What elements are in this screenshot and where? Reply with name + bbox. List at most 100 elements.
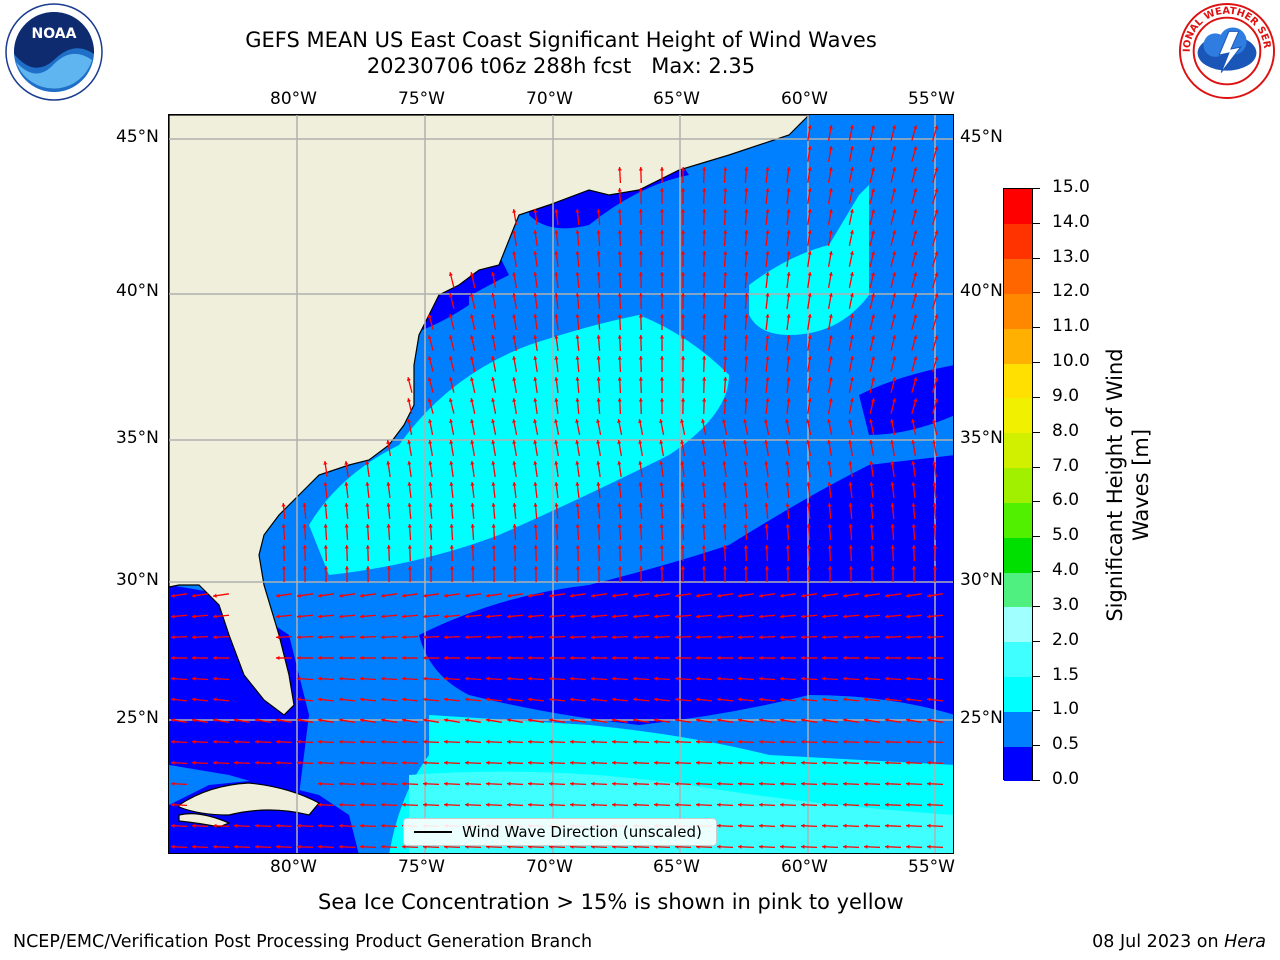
colorbar-tick-label: 0.5 <box>1052 734 1080 755</box>
wave-direction-arrowhead <box>738 823 742 828</box>
wave-direction-arrowhead <box>339 593 343 598</box>
wave-direction-arrowhead <box>843 844 847 849</box>
wave-direction-arrowhead <box>722 545 727 549</box>
wave-direction-arrowhead <box>491 440 496 444</box>
wave-direction-arrowhead <box>575 293 580 297</box>
wave-direction-arrowhead <box>570 614 574 619</box>
wave-direction-arrowhead <box>381 844 385 849</box>
wave-direction-arrowhead <box>871 251 876 256</box>
wave-direction-arrowhead <box>696 739 700 744</box>
wind-wave-direction-arrows <box>170 124 944 849</box>
wave-direction-arrowhead <box>913 125 918 130</box>
wave-direction-arrowhead <box>192 823 196 828</box>
wave-direction-arrowhead <box>591 614 595 619</box>
wave-direction-arrowhead <box>512 314 517 318</box>
wave-direction-arrowhead <box>512 482 517 486</box>
wave-direction-arrowhead <box>722 524 727 528</box>
wave-direction-arrowhead <box>913 377 918 382</box>
wave-direction-arrowhead <box>890 566 895 570</box>
wave-direction-arrowhead <box>213 593 217 598</box>
lat-label-left: 30°N <box>116 570 159 590</box>
wave-direction-arrowhead <box>807 188 812 192</box>
wave-direction-arrowhead <box>386 566 391 570</box>
colorbar-tick-label: 4.0 <box>1052 560 1080 581</box>
wave-direction-arrowhead <box>827 545 832 549</box>
colorbar-tick-mark <box>1032 362 1040 364</box>
colorbar-label-line2: Waves [m] <box>1129 428 1153 542</box>
wave-direction-arrowhead <box>427 335 432 340</box>
wave-direction-arrowhead <box>738 614 742 619</box>
lon-label-bottom: 80°W <box>270 857 317 877</box>
wave-direction-arrowhead <box>828 230 833 234</box>
wave-direction-arrowhead <box>702 356 707 360</box>
wave-direction-arrowhead <box>617 356 622 360</box>
lat-label-right: 35°N <box>960 428 1003 448</box>
wave-direction-arrowhead <box>554 440 559 444</box>
wave-direction-arrowhead <box>843 760 847 765</box>
wave-direction-arrowhead <box>892 377 897 382</box>
wave-direction-arrowhead <box>596 356 601 360</box>
wave-direction-arrowhead <box>570 781 574 786</box>
wave-direction-arrowhead <box>360 823 364 828</box>
wave-direction-arrowhead <box>906 655 910 661</box>
lat-label-right: 30°N <box>960 570 1003 590</box>
wave-direction-arrowhead <box>633 760 637 765</box>
wave-direction-arrowhead <box>744 356 749 360</box>
wave-direction-arrowhead <box>786 356 791 360</box>
wave-direction-arrowhead <box>869 482 874 486</box>
wave-direction-arrowhead <box>780 739 784 744</box>
wave-direction-arrowhead <box>680 419 685 423</box>
wave-direction-arrowhead <box>801 718 805 723</box>
wave-direction-arrowhead <box>448 314 453 319</box>
wave-direction-arrowhead <box>723 251 728 255</box>
wave-direction-arrowhead <box>276 614 280 619</box>
wave-direction-arrowhead <box>743 566 748 570</box>
wave-direction-arrowhead <box>822 655 826 661</box>
wave-direction-arrowhead <box>297 593 301 598</box>
wave-direction-arrowhead <box>702 230 707 234</box>
wave-direction-arrowhead <box>507 739 511 744</box>
wave-direction-arrowhead <box>470 419 475 423</box>
wave-direction-arrowhead <box>444 760 448 765</box>
wave-direction-arrowhead <box>701 419 706 423</box>
wave-direction-arrowhead <box>381 802 385 807</box>
wave-direction-arrowhead <box>281 524 286 528</box>
wave-direction-arrowhead <box>638 461 643 465</box>
wave-direction-arrowhead <box>617 188 622 192</box>
wave-direction-arrowhead <box>702 293 707 297</box>
wave-direction-arrowhead <box>738 676 742 681</box>
wave-direction-arrowhead <box>806 503 811 507</box>
wave-direction-arrowhead <box>318 781 322 786</box>
wave-direction-arrowhead <box>554 230 559 234</box>
wave-direction-arrowhead <box>780 655 784 661</box>
wave-direction-arrowhead <box>465 802 469 807</box>
colorbar-tick-label: 10.0 <box>1052 351 1090 372</box>
wave-direction-arrowhead <box>255 760 259 765</box>
wave-direction-arrowhead <box>533 461 538 465</box>
wave-direction-arrowhead <box>360 593 364 598</box>
wave-direction-arrowhead <box>659 272 665 276</box>
wave-direction-arrowhead <box>738 655 742 661</box>
colorbar-tick-label: 8.0 <box>1052 420 1080 441</box>
colorbar-segment <box>1004 537 1032 573</box>
wave-direction-arrowhead <box>696 802 700 807</box>
wave-direction-arrowhead <box>780 760 784 765</box>
wave-direction-arrowhead <box>871 398 876 403</box>
wave-direction-arrowhead <box>743 524 748 528</box>
wave-direction-arrowhead <box>318 802 322 807</box>
wave-direction-arrowhead <box>864 802 868 807</box>
wave-direction-arrowhead <box>491 398 496 402</box>
wave-direction-arrowhead <box>807 377 812 381</box>
wave-direction-arrowhead <box>448 398 453 403</box>
wave-direction-arrowhead <box>512 545 517 549</box>
wave-direction-arrowhead <box>549 781 553 786</box>
wave-direction-arrowhead <box>554 545 559 549</box>
wave-direction-arrowhead <box>701 461 706 465</box>
wave-direction-arrowhead <box>449 503 454 507</box>
wave-direction-arrowhead <box>402 614 406 619</box>
wave-direction-arrowhead <box>885 760 889 765</box>
wave-direction-arrowhead <box>575 272 580 276</box>
wave-direction-arrowhead <box>491 461 496 465</box>
wave-direction-arrowhead <box>801 739 805 744</box>
wave-direction-arrowhead <box>892 335 897 340</box>
